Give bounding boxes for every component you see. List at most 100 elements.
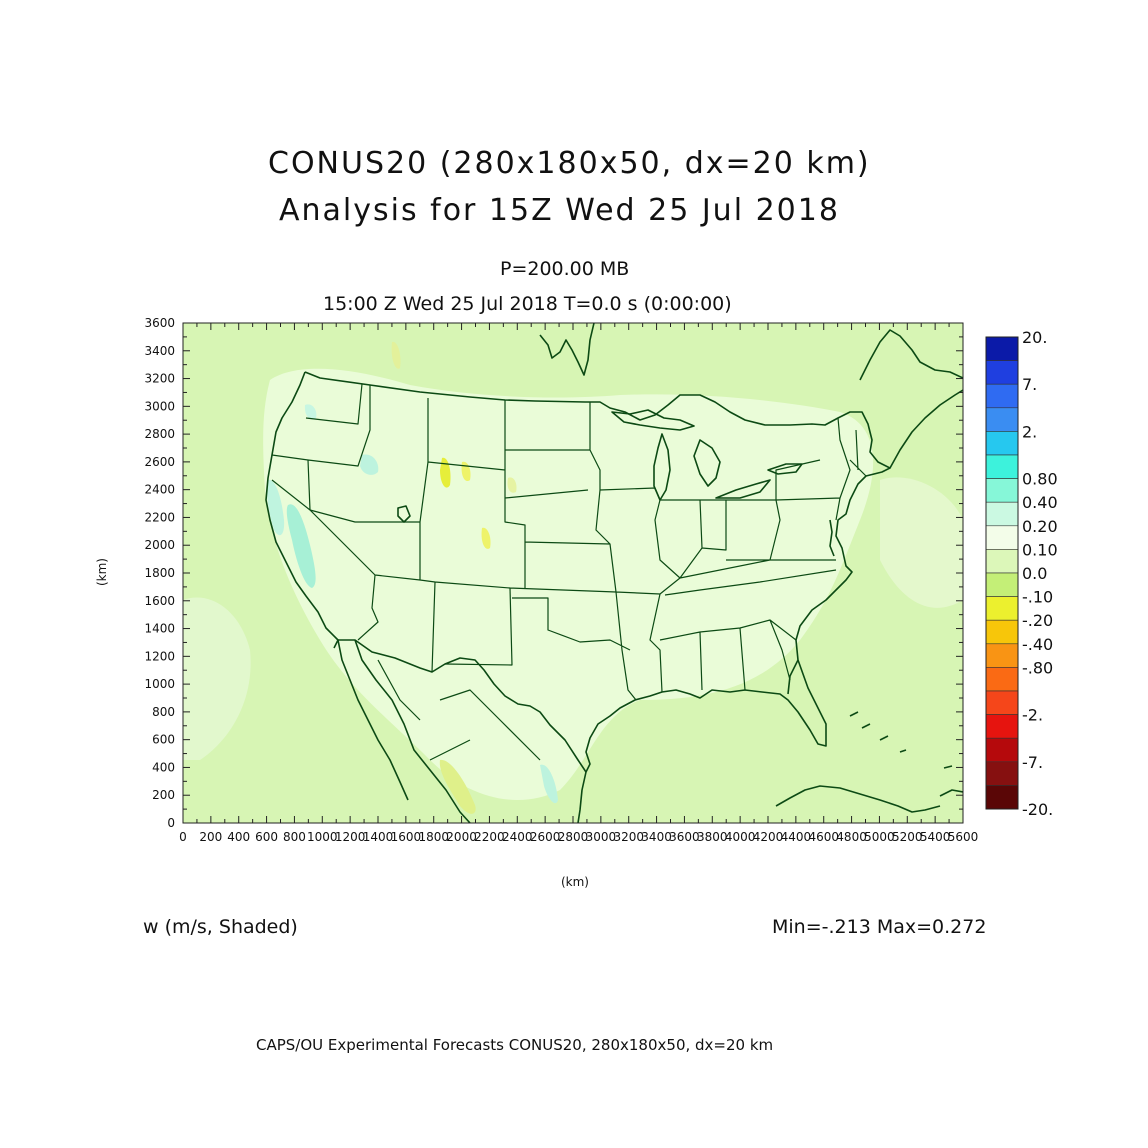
y-tick-label: 1800	[144, 566, 175, 580]
color-legend: 20. 7. 2. 0.80 0.40 0.20 0.10 0.0 -.10 -.20 -.40 -.…	[985, 328, 1058, 819]
colorbar-swatch	[985, 336, 1019, 361]
colorbar-frame	[985, 336, 1019, 810]
colorbar-label: 0.10	[1022, 540, 1058, 559]
bahamas	[849, 711, 953, 769]
credit-line: CAPS/OU Experimental Forecasts CONUS20, …	[256, 1036, 774, 1054]
newfoundland-coast	[859, 329, 963, 381]
x-tick-label: 0	[179, 830, 187, 844]
x-tick-label: 3800	[697, 830, 728, 844]
colorbar-swatch	[985, 431, 1019, 456]
shade-pacific-pale	[183, 597, 251, 760]
y-tick-label: 200	[152, 788, 175, 802]
maritimes-coast	[889, 389, 963, 469]
y-tick-label: 800	[152, 705, 175, 719]
y-tick-label: 1400	[144, 622, 175, 636]
x-tick-label: 400	[227, 830, 250, 844]
x-tick-label: 1600	[391, 830, 422, 844]
canada-coast-north	[539, 323, 595, 376]
colorbar-swatch	[985, 761, 1019, 786]
y-axis-ticks: 0 200 400 600 800 1000 1200 1400 1600 1800 2000 220…	[144, 316, 963, 830]
x-tick-label: 1400	[363, 830, 394, 844]
colorbar-swatch	[985, 454, 1019, 479]
colorbar-label: -.10	[1022, 588, 1053, 607]
florida	[787, 659, 799, 695]
shade-negative-wy-1	[440, 457, 451, 488]
shade-positive-ca-1	[286, 504, 316, 588]
colorbar-swatch	[985, 572, 1019, 597]
y-tick-label: 2600	[144, 455, 175, 469]
x-tick-label: 2000	[446, 830, 477, 844]
colorbar-swatch	[985, 383, 1019, 409]
shade-positive-ca-2	[266, 479, 285, 536]
y-tick-label: 1600	[144, 594, 175, 608]
shade-negative-ks	[507, 477, 517, 493]
lake-erie	[715, 479, 771, 499]
y-tick-label: 3600	[144, 316, 175, 330]
y-axis-label: (km)	[95, 558, 109, 586]
x-tick-label: 600	[255, 830, 278, 844]
mexico-mainland-coast	[354, 639, 471, 823]
x-tick-label: 2600	[530, 830, 561, 844]
colorbar-label: -.80	[1022, 658, 1053, 677]
y-tick-label: 1000	[144, 677, 175, 691]
colorbar-swatch	[985, 667, 1019, 692]
pressure-level: P=200.00 MB	[500, 258, 630, 280]
colorbar-swatch	[985, 737, 1019, 763]
x-tick-label: 4800	[836, 830, 867, 844]
field-description: w (m/s, Shaded)	[143, 916, 298, 938]
x-axis-label: (km)	[561, 875, 589, 889]
colorbar-swatch	[985, 360, 1019, 385]
x-tick-label: 1200	[335, 830, 366, 844]
shade-positive-mx	[540, 764, 558, 804]
hispaniola	[939, 789, 963, 797]
colorbar-label: 7.	[1022, 375, 1037, 394]
shaded-field	[183, 341, 963, 814]
y-tick-label: 2400	[144, 483, 175, 497]
mexico-gulf-coast	[577, 771, 587, 823]
baja-california	[333, 639, 409, 801]
x-tick-label: 2800	[558, 830, 589, 844]
x-tick-label: 4200	[753, 830, 784, 844]
shade-near-zero-land	[263, 368, 874, 800]
state-lines	[271, 383, 867, 701]
colorbar-label: -.40	[1022, 635, 1053, 654]
colorbar-label: -20.	[1022, 800, 1053, 819]
y-tick-label: 2800	[144, 427, 175, 441]
colorbar-swatch	[985, 596, 1019, 621]
colorbar-label: 0.40	[1022, 493, 1058, 512]
x-tick-label: 3400	[641, 830, 672, 844]
colorbar-swatch	[985, 407, 1019, 432]
y-tick-label: 2200	[144, 510, 175, 524]
y-tick-label: 600	[152, 733, 175, 747]
x-tick-label: 5000	[864, 830, 895, 844]
lake-huron	[693, 439, 721, 487]
x-tick-label: 5400	[920, 830, 951, 844]
x-tick-label: 3600	[669, 830, 700, 844]
y-tick-label: 400	[152, 760, 175, 774]
colorbar-swatch	[985, 714, 1019, 739]
colorbar-label: -.20	[1022, 611, 1053, 630]
shade-positive-id	[360, 454, 379, 475]
shade-negative-co	[481, 527, 491, 549]
x-axis-ticks: 0 200 400 600 800 100012001400160018002000220…	[179, 323, 978, 844]
x-tick-label: 4600	[808, 830, 839, 844]
colorbar-label: 20.	[1022, 328, 1047, 347]
mexico-border	[338, 639, 587, 773]
colorbar-label: -7.	[1022, 753, 1043, 772]
x-tick-label: 1000	[307, 830, 338, 844]
colorbar-label: 0.80	[1022, 470, 1058, 489]
shade-ocean-east-pale	[880, 477, 963, 608]
x-tick-label: 200	[199, 830, 222, 844]
x-tick-label: 4000	[725, 830, 756, 844]
title-line-1: CONUS20 (280x180x50, dx=20 km)	[268, 146, 871, 181]
mexico-state-lines	[377, 659, 541, 761]
us-outline	[304, 371, 891, 773]
colorbar-swatch	[985, 478, 1019, 503]
west-coast	[265, 371, 339, 641]
min-max-values: Min=-.213 Max=0.272	[772, 916, 987, 938]
x-tick-label: 2400	[502, 830, 533, 844]
colorbar-swatch	[985, 785, 1019, 810]
colorbar-swatch	[985, 549, 1019, 574]
y-tick-label: 1200	[144, 649, 175, 663]
